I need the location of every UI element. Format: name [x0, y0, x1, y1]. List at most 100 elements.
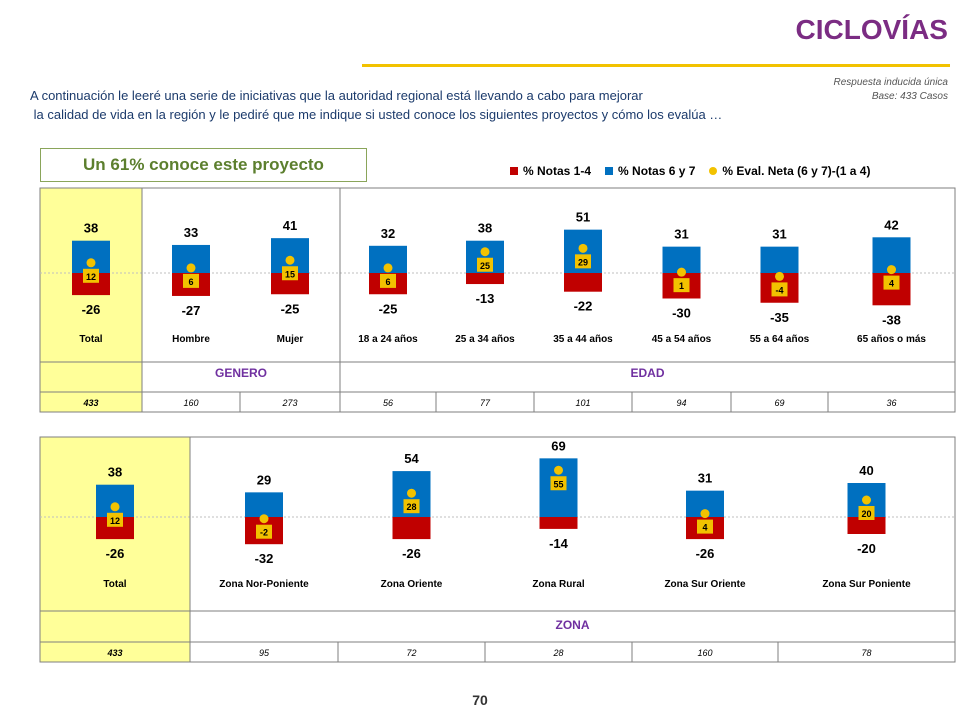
chart2-net-marker-5	[862, 495, 871, 505]
chart2-bar-negative-3	[539, 517, 578, 529]
chart1-net-marker-6	[677, 267, 686, 277]
chart2-base-0: 433	[106, 648, 122, 658]
chart1-category-label-7: 55 a 64 años	[750, 334, 810, 345]
chart2-net-marker-4	[700, 509, 710, 519]
chart1-label-negative-5: -22	[574, 299, 593, 314]
page-number: 70	[472, 692, 488, 708]
chart2-category-label-3: Zona Rural	[532, 579, 584, 590]
chart1-label-positive-3: 32	[381, 226, 395, 241]
chart1-category-label-6: 45 a 54 años	[652, 334, 712, 345]
chart1-base-2: 273	[281, 398, 297, 408]
chart2-label-negative-5: -20	[857, 541, 876, 556]
chart2-category-label-1: Zona Nor-Poniente	[219, 579, 309, 590]
chart1-group-label-1: GENERO	[215, 366, 267, 380]
chart2-net-label-box-1	[256, 524, 272, 539]
chart1-net-label-box-4	[477, 257, 493, 272]
chart2-label-negative-3: -14	[549, 536, 569, 551]
chart1-net-label-2: 15	[285, 269, 295, 279]
chart2-label-positive-3: 69	[551, 438, 565, 453]
chart1-bar-positive-7	[760, 246, 799, 273]
chart1-total-highlight	[40, 188, 142, 412]
chart1-label-positive-8: 42	[884, 217, 898, 232]
chart1-bar-negative-5	[564, 273, 602, 292]
chart2-net-label-box-5	[858, 506, 875, 520]
chart2-total-highlight	[40, 437, 190, 662]
chart1-net-label-0: 12	[86, 272, 96, 282]
chart1-net-marker-1	[186, 263, 196, 273]
chart1-net-label-5: 29	[578, 257, 588, 267]
chart1-label-negative-4: -13	[476, 291, 495, 306]
sample-info: Respuesta inducida única Base: 433 Casos	[833, 76, 948, 104]
chart2-base-1: 95	[259, 648, 270, 658]
chart1-frame	[39, 187, 956, 413]
chart2-category-label-5: Zona Sur Poniente	[822, 579, 911, 590]
chart1-category-label-2: Mujer	[277, 334, 304, 345]
chart1-base-3: 56	[383, 398, 393, 408]
chart1-net-marker-4	[480, 247, 490, 257]
chart1-net-marker-8	[887, 265, 896, 275]
chart1-net-marker-3	[383, 263, 393, 273]
chart1-net-marker-0	[86, 258, 96, 268]
chart2-label-negative-2: -26	[402, 546, 421, 561]
chart1-net-label-8: 4	[889, 279, 894, 289]
chart1-label-negative-6: -30	[672, 306, 691, 321]
legend-swatch-positive	[605, 167, 614, 175]
chart1-group-label-2: EDAD	[630, 366, 664, 380]
chart2-label-negative-0: -26	[106, 546, 125, 561]
chart2-bar-negative-0	[96, 517, 134, 540]
chart1-label-positive-7: 31	[772, 227, 786, 242]
chart1-label-negative-3: -25	[379, 301, 398, 316]
chart2-category-label-4: Zona Sur Oriente	[664, 579, 746, 590]
chart1-category-label-8: 65 años o más	[857, 334, 926, 345]
legend-swatch-negative	[510, 167, 518, 175]
page-title: CICLOVÍAS	[795, 14, 948, 45]
chart2-net-label-box-4	[697, 519, 713, 534]
chart1-base-5: 101	[575, 398, 590, 408]
chart1-net-label-box-3	[380, 273, 396, 288]
chart1-label-negative-7: -35	[770, 310, 789, 325]
chart2-bar-negative-5	[847, 517, 886, 534]
chart2-label-positive-0: 38	[108, 465, 122, 480]
chart2-net-label-box-0	[107, 512, 123, 527]
chart1-label-positive-6: 31	[674, 227, 688, 242]
chart-legend: % Notas 1-4 % Notas 6 y 7 % Eval. Neta (…	[510, 164, 870, 178]
chart1-label-negative-1: -27	[182, 303, 201, 318]
legend-item-net: % Eval. Neta (6 y 7)-(1 a 4)	[709, 164, 870, 178]
chart1-net-label-4: 25	[480, 261, 490, 271]
chart2-frame	[39, 436, 956, 663]
chart1-net-marker-7	[775, 271, 784, 281]
chart2-net-label-4: 4	[702, 523, 707, 533]
chart1-net-marker-2	[285, 255, 295, 265]
chart2-net-marker-3	[554, 465, 563, 475]
response-type: Respuesta inducida única	[833, 77, 948, 88]
chart1-bar-negative-4	[466, 273, 504, 285]
chart1-bar-positive-0	[72, 240, 110, 273]
chart2-net-label-1: -2	[260, 528, 268, 538]
chart1-net-label-box-1	[183, 273, 199, 288]
legend-label-positive: % Notas 6 y 7	[618, 164, 696, 178]
chart2-net-label-box-2	[403, 499, 420, 514]
chart1-net-label-7: -4	[775, 285, 783, 295]
chart1-net-label-box-6	[673, 278, 690, 293]
chart1-bar-negative-0	[72, 273, 110, 296]
chart1-label-positive-2: 41	[283, 218, 297, 233]
chart1-net-label-box-2	[282, 266, 298, 281]
chart2-label-positive-4: 31	[698, 471, 712, 486]
chart2-label-positive-1: 29	[257, 472, 271, 487]
chart1-base-0: 433	[82, 398, 98, 408]
chart2-net-label-5: 20	[861, 509, 871, 519]
chart2-base-5: 78	[861, 648, 871, 658]
chart2-bar-positive-1	[245, 492, 283, 517]
sample-base: Base: 433 Casos	[871, 91, 948, 102]
chart1-label-negative-8: -38	[882, 312, 901, 327]
chart1-label-positive-4: 38	[478, 221, 492, 236]
title-underline	[362, 64, 950, 67]
chart1-label-positive-0: 38	[84, 221, 98, 236]
chart1-category-label-5: 35 a 44 años	[553, 334, 613, 345]
chart2-net-label-3: 55	[553, 479, 563, 489]
chart2-bar-positive-0	[96, 484, 134, 517]
chart1-base-1: 160	[183, 398, 198, 408]
chart2-label-positive-2: 54	[404, 451, 419, 466]
chart1-net-label-1: 6	[188, 277, 193, 287]
